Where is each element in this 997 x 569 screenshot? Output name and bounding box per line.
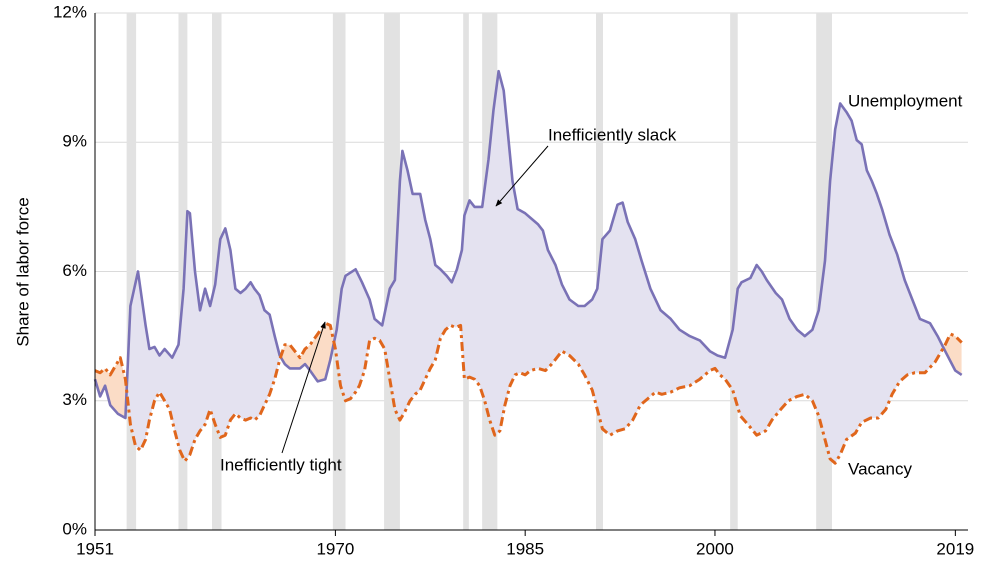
x-tick-label: 1985 (506, 539, 544, 558)
annotation: Inefficiently tight (220, 455, 342, 474)
x-tick-label: 1970 (316, 539, 354, 558)
y-tick-label: 12% (53, 2, 87, 21)
y-tick-label: 3% (62, 390, 87, 409)
annotation: Inefficiently slack (548, 125, 677, 144)
x-tick-label: 1951 (76, 539, 114, 558)
series-label: Unemployment (848, 91, 963, 110)
annotation-arrow (281, 321, 326, 454)
y-axis-label: Share of labor force (13, 197, 32, 346)
series-line (93, 69, 963, 420)
x-tick-label: 2000 (696, 539, 734, 558)
recession-band (332, 13, 346, 530)
series-line (94, 321, 963, 465)
series-label: Vacancy (848, 459, 912, 478)
recession-band (126, 13, 137, 530)
y-tick-label: 6% (62, 261, 87, 280)
x-tick-label: 2019 (936, 539, 974, 558)
recession-band (178, 13, 188, 530)
y-tick-label: 9% (62, 132, 87, 151)
recession-band (730, 13, 738, 530)
annotation-arrow (495, 145, 549, 207)
y-tick-label: 0% (62, 519, 87, 538)
